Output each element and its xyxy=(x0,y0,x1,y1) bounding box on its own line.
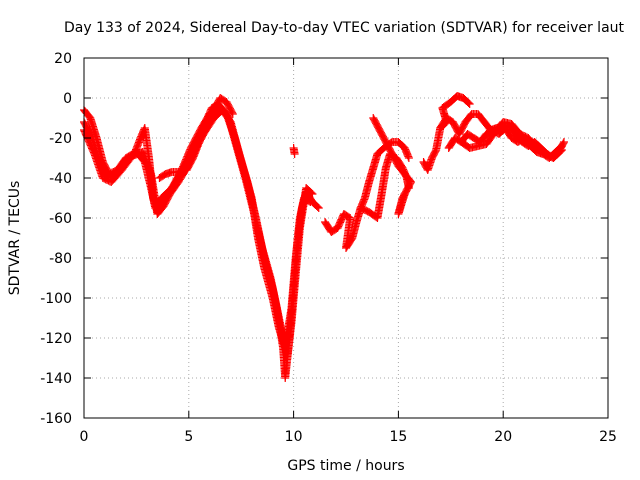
data-point xyxy=(465,100,474,108)
data-point xyxy=(400,190,409,198)
y-tick-label: -60 xyxy=(49,211,72,227)
x-tick-label: 10 xyxy=(285,429,303,445)
data-point xyxy=(464,99,473,107)
series-track-l xyxy=(457,118,566,162)
data-point xyxy=(556,147,565,155)
y-axis-label: SDTVAR / TECUs xyxy=(7,181,23,296)
data-point xyxy=(307,189,316,197)
data-point xyxy=(228,110,237,118)
data-point xyxy=(228,108,237,117)
y-tick-label: -160 xyxy=(40,411,72,427)
y-tick-label: -120 xyxy=(40,331,72,347)
y-tick-label: 0 xyxy=(63,91,72,107)
y-tick-label: 20 xyxy=(54,51,72,67)
x-tick-label: 25 xyxy=(599,429,617,445)
data-point xyxy=(404,154,413,162)
data-point xyxy=(308,190,317,198)
x-axis-label: GPS time / hours xyxy=(287,458,404,474)
data-point xyxy=(314,204,323,212)
y-tick-label: -20 xyxy=(49,131,72,147)
series-track-c xyxy=(80,106,317,362)
data-point xyxy=(313,203,322,211)
ticks xyxy=(83,57,609,419)
series-track-d xyxy=(155,94,237,182)
y-tick-label: -40 xyxy=(49,171,72,187)
x-tick-label: 20 xyxy=(494,429,512,445)
y-tick-labels: -160 -140 -120 -100 -80 -60 -40 -20 0 20 xyxy=(40,51,72,427)
x-tick-labels: 0 5 10 15 20 25 xyxy=(80,429,617,445)
y-tick-label: -140 xyxy=(40,371,72,387)
series-track-f xyxy=(321,138,413,252)
data-point xyxy=(290,150,299,158)
x-tick-label: 5 xyxy=(184,429,193,445)
x-tick-label: 15 xyxy=(389,429,407,445)
series-track-h xyxy=(369,114,415,218)
y-tick-label: -100 xyxy=(40,291,72,307)
series-track-e xyxy=(289,144,299,158)
data-point xyxy=(557,146,566,154)
x-tick-label: 0 xyxy=(80,429,89,445)
data-points xyxy=(80,92,568,382)
plot-frame xyxy=(83,57,609,419)
y-tick-label: -80 xyxy=(49,251,72,267)
chart-title: Day 133 of 2024, Sidereal Day-to-day VTE… xyxy=(64,20,625,36)
